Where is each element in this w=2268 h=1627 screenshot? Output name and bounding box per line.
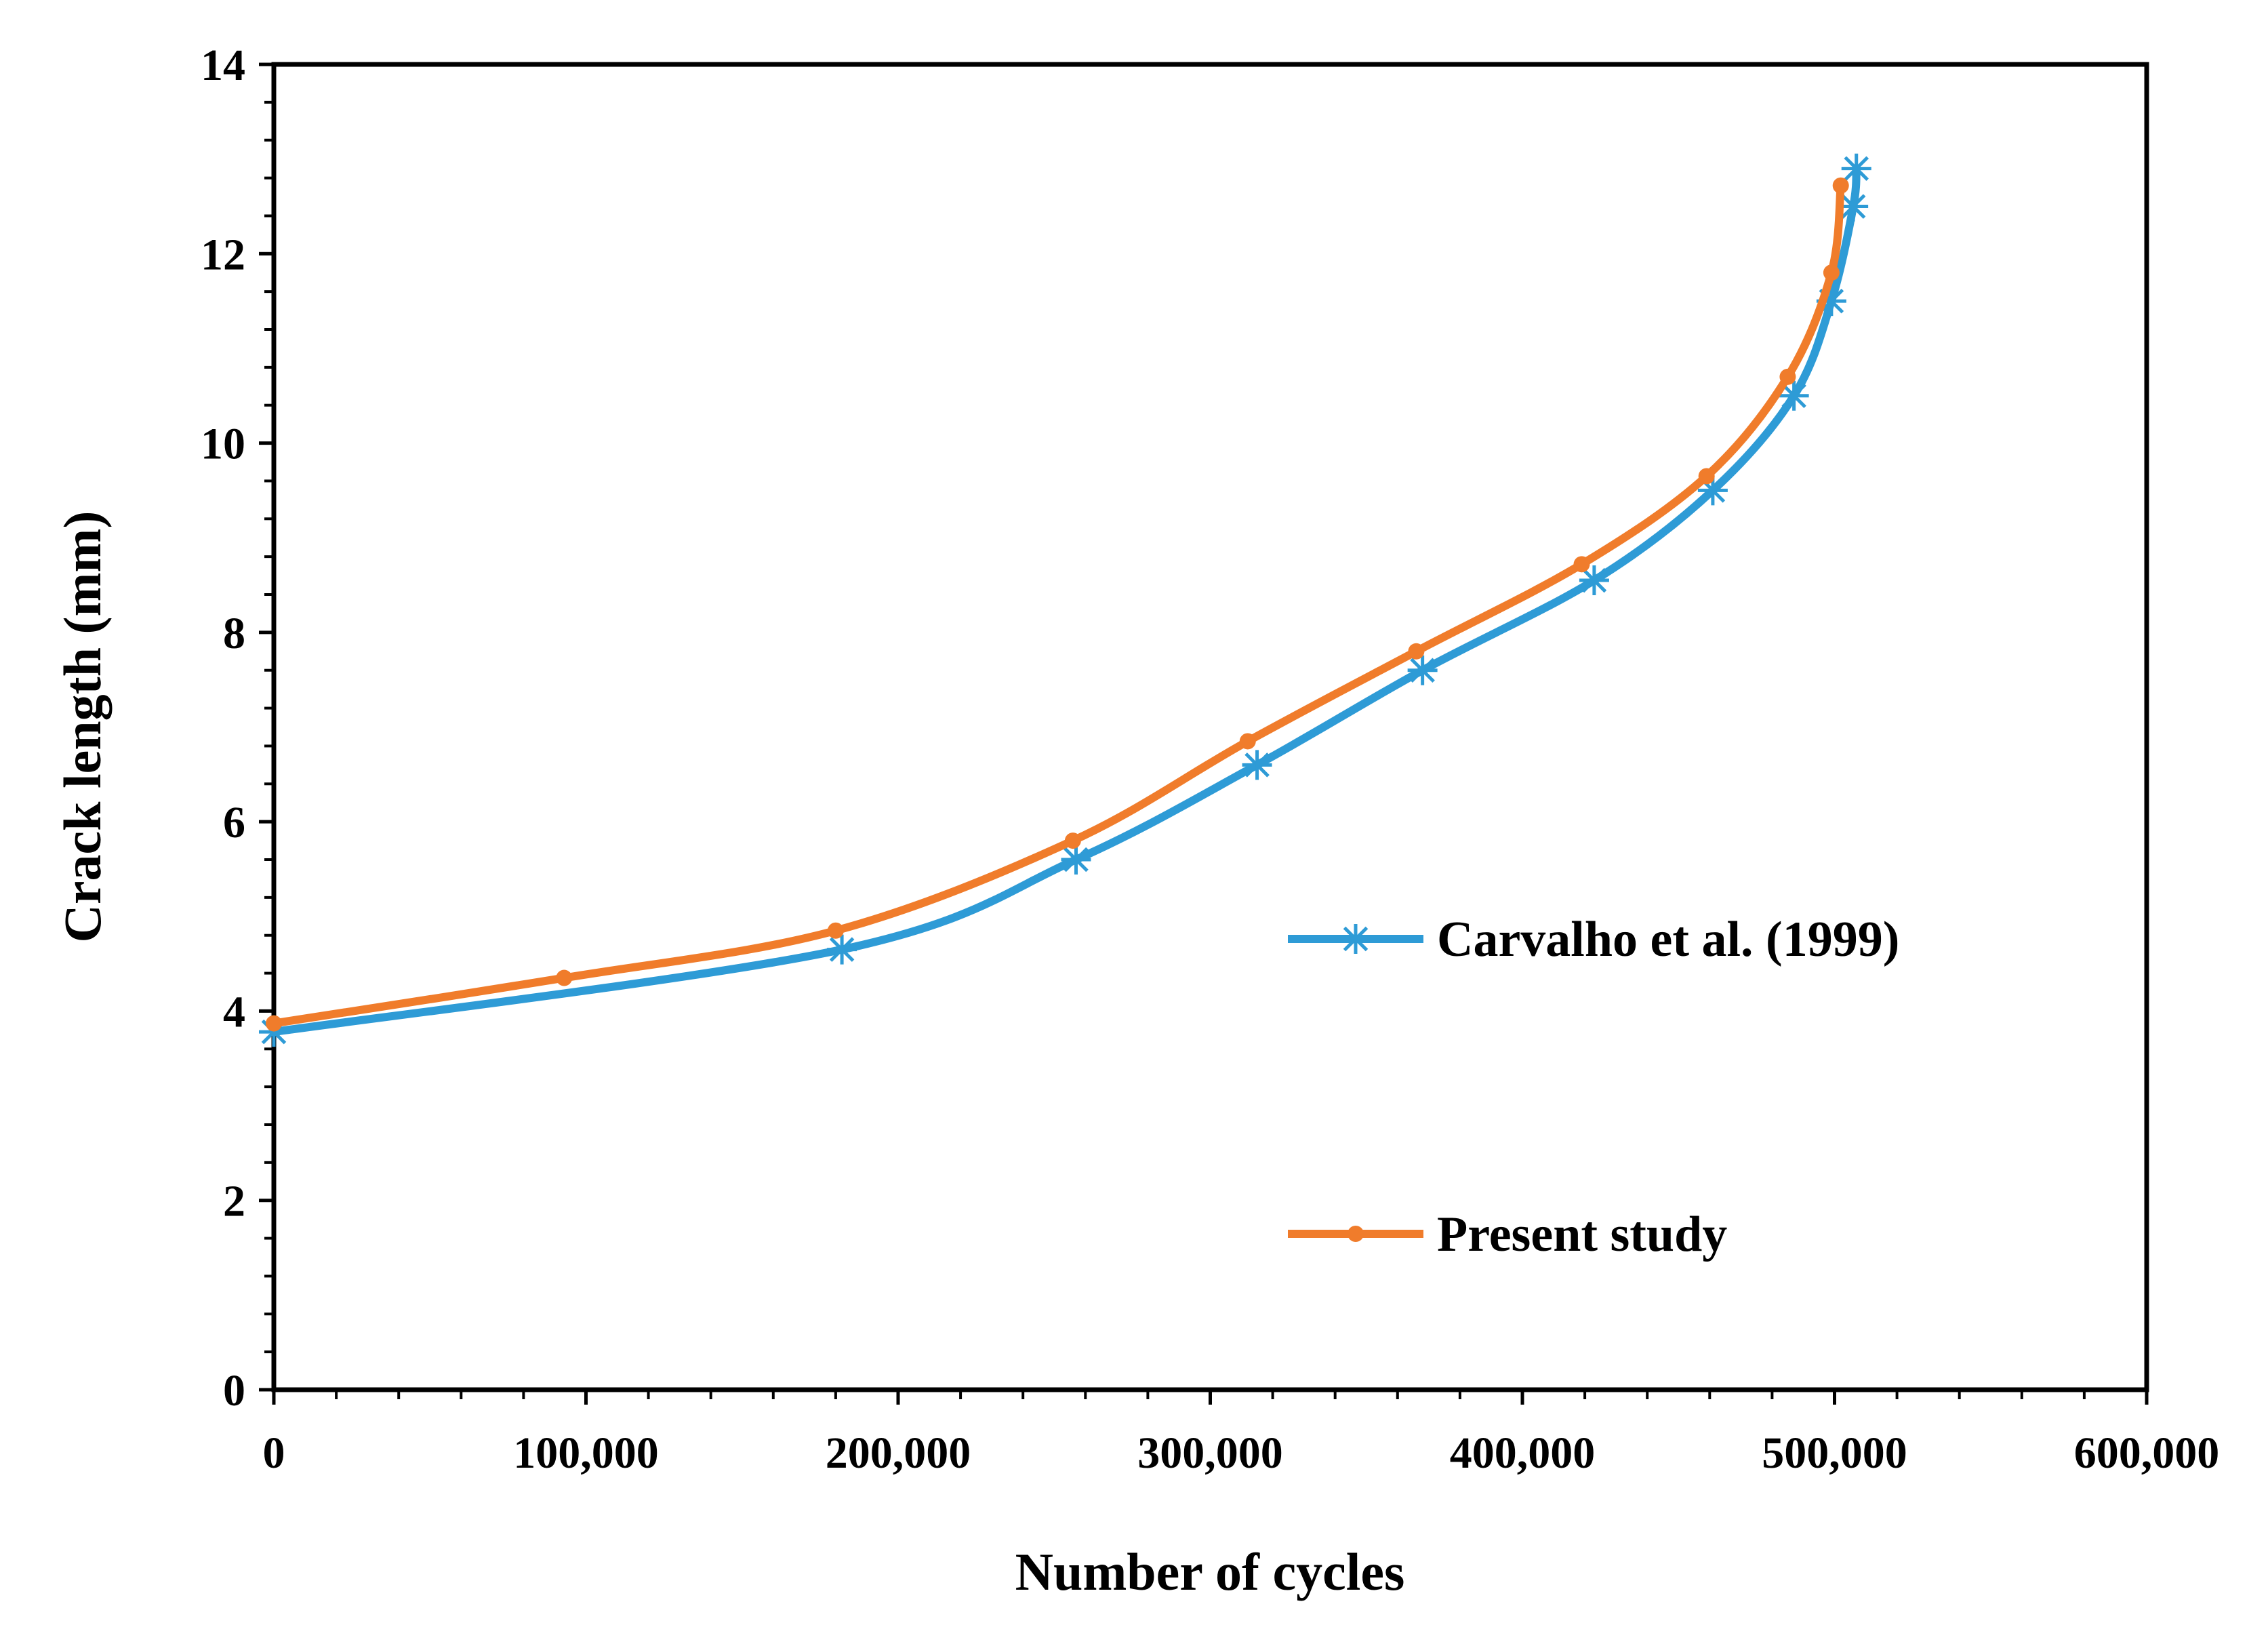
y-tick-label: 14 — [201, 41, 245, 90]
data-point — [1408, 643, 1425, 660]
data-point — [1239, 733, 1256, 750]
legend-item: Carvalho et al. (1999) — [1288, 912, 1899, 967]
x-axis-title: Number of cycles — [1015, 1542, 1405, 1601]
y-axis-title: Crack length (mm) — [53, 511, 112, 943]
y-tick-labels: 0 2 4 6 8 10 12 14 — [201, 41, 245, 1415]
y-tick-label: 0 — [223, 1366, 245, 1415]
x-minor-ticks — [272, 1390, 2149, 1405]
data-point — [1779, 380, 1809, 411]
data-point — [556, 969, 573, 986]
legend-marker — [1341, 924, 1371, 954]
x-tick-label: 100,000 — [513, 1428, 659, 1478]
series-carvalho — [259, 153, 1871, 1047]
series-layer — [259, 153, 1871, 1047]
data-point — [827, 922, 844, 939]
data-point — [1832, 177, 1849, 194]
data-point — [1698, 468, 1715, 485]
x-tick-labels: 0 100,000 200,000 300,000 400,000 500,000 600,… — [263, 1428, 2220, 1478]
data-point — [1061, 845, 1091, 875]
legend-label: Present study — [1437, 1207, 1727, 1262]
legend-label: Carvalho et al. (1999) — [1437, 912, 1899, 967]
data-point — [1823, 264, 1840, 281]
y-tick-label: 2 — [223, 1177, 245, 1226]
data-point — [1573, 556, 1590, 573]
legend-marker — [1348, 1226, 1364, 1242]
data-point — [1064, 832, 1081, 849]
series-line — [270, 164, 1861, 1037]
series-present-study — [266, 177, 1849, 1032]
data-point — [1242, 750, 1272, 780]
x-tick-label: 400,000 — [1450, 1428, 1596, 1478]
data-point — [827, 934, 857, 965]
y-tick-label: 6 — [223, 798, 245, 847]
series-line — [270, 181, 1845, 1028]
data-point — [1779, 368, 1796, 385]
x-tick-label: 200,000 — [826, 1428, 971, 1478]
x-tick-label: 600,000 — [2074, 1428, 2220, 1478]
legend: Carvalho et al. (1999) Present study — [1288, 912, 1899, 1262]
data-point — [1407, 655, 1438, 685]
data-point — [1579, 565, 1609, 596]
x-tick-label: 500,000 — [1762, 1428, 1907, 1478]
y-minor-ticks — [259, 62, 274, 1392]
plot-frame — [271, 62, 2149, 1392]
data-point — [1841, 153, 1871, 184]
y-tick-label: 12 — [201, 230, 245, 279]
x-tick-label: 300,000 — [1137, 1428, 1283, 1478]
y-tick-label: 10 — [201, 420, 245, 469]
data-point — [266, 1015, 282, 1032]
y-tick-label: 8 — [223, 609, 245, 658]
x-tick-label: 0 — [263, 1428, 285, 1478]
y-tick-label: 4 — [223, 987, 245, 1037]
legend-item: Present study — [1288, 1207, 1727, 1262]
